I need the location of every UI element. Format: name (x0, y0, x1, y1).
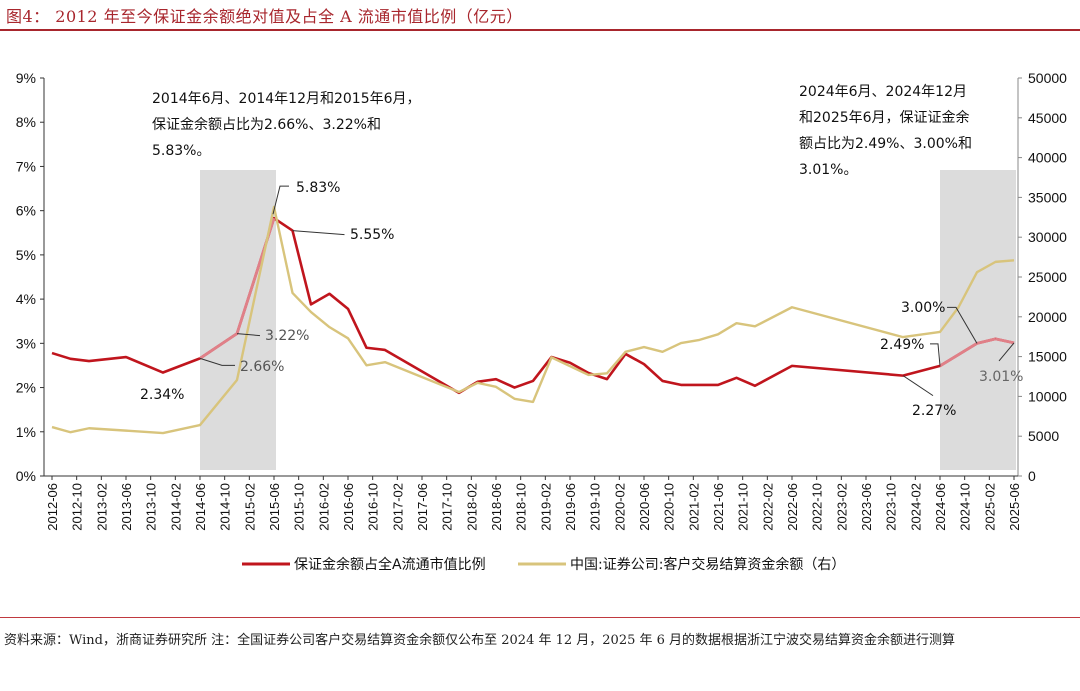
x-tick-label: 2017-06 (415, 483, 430, 531)
x-tick-label: 2025-02 (982, 483, 997, 531)
annotation-right: 2024年6月、2024年12月和2025年6月，保证证金余额占比为2.49%、… (799, 84, 972, 178)
right-tick-label: 45000 (1028, 110, 1067, 126)
x-tick-label: 2012-06 (45, 483, 60, 531)
legend-label-balance: 中国:证券公司:客户交易结算资金余额（右） (570, 556, 845, 573)
x-tick-label: 2023-02 (834, 483, 849, 531)
data-label: 5.83% (296, 180, 340, 196)
highlight-segment (976, 337, 996, 345)
x-tick-label: 2023-06 (859, 483, 874, 531)
x-tick-label: 2012-10 (70, 483, 85, 531)
data-label: 3.22% (265, 328, 309, 344)
right-tick-label: 50000 (1028, 70, 1067, 86)
x-tick-label: 2017-02 (390, 483, 405, 531)
data-label: 5.55% (350, 227, 394, 243)
x-tick-label: 2021-02 (686, 483, 701, 531)
data-label: 2.49% (880, 337, 924, 353)
x-tick-label: 2015-06 (267, 483, 282, 531)
left-tick-label: 0% (16, 468, 36, 484)
x-tick-label: 2019-06 (563, 483, 578, 531)
x-tick-label: 2013-02 (94, 483, 109, 531)
x-tick-label: 2022-02 (760, 483, 775, 531)
x-tick-label: 2022-06 (785, 483, 800, 531)
left-tick-label: 4% (16, 291, 36, 307)
x-tick-label: 2017-10 (440, 483, 455, 531)
right-tick-label: 20000 (1028, 309, 1067, 325)
x-tick-label: 2016-02 (316, 483, 331, 531)
x-tick-label: 2015-10 (292, 483, 307, 531)
x-tick-label: 2019-02 (538, 483, 553, 531)
data-label-leader (292, 230, 345, 236)
right-tick-label: 15000 (1028, 349, 1067, 365)
data-label-leader (930, 343, 941, 366)
left-tick-label: 3% (16, 335, 36, 351)
right-tick-label: 10000 (1028, 388, 1067, 404)
highlight-segment (199, 332, 238, 360)
data-label: 2.66% (240, 359, 284, 375)
right-tick-label: 5000 (1028, 428, 1059, 444)
x-tick-label: 2014-10 (218, 483, 233, 531)
data-label-leader (998, 342, 1015, 362)
shaded-period-0 (200, 170, 276, 470)
shaded-period-1 (940, 170, 1016, 470)
left-tick-label: 8% (16, 114, 36, 130)
x-tick-label: 2016-10 (366, 483, 381, 531)
x-tick-label: 2016-06 (341, 483, 356, 531)
annotation-left: 2014年6月、2014年12月和2015年6月，保证金余额占比为2.66%、3… (152, 91, 421, 159)
x-tick-label: 2013-06 (119, 483, 134, 531)
x-tick-label: 2020-02 (612, 483, 627, 531)
x-tick-label: 2025-06 (1007, 483, 1022, 531)
right-tick-label: 25000 (1028, 269, 1067, 285)
left-tick-label: 7% (16, 158, 36, 174)
figure-title: 图4： 2012 年至今保证金余额绝对值及占全 A 流通市值比例（亿元） (6, 7, 523, 26)
data-label-leader (272, 185, 289, 215)
right-tick-label: 35000 (1028, 189, 1067, 205)
left-tick-label: 1% (16, 424, 36, 440)
x-tick-label: 2014-02 (168, 483, 183, 531)
highlight-segment (995, 337, 1015, 345)
x-tick-label: 2013-10 (144, 483, 159, 531)
x-tick-label: 2020-10 (662, 483, 677, 531)
data-label-leader (902, 375, 934, 397)
x-tick-label: 2024-06 (933, 483, 948, 531)
right-tick-label: 30000 (1028, 229, 1067, 245)
series-line-ratio (51, 216, 1015, 395)
left-tick-label: 9% (16, 70, 36, 86)
data-label-leader (236, 333, 261, 337)
data-label: 3.00% (901, 300, 945, 316)
legend-label-ratio: 保证金余额占全A流通市值比例 (294, 556, 486, 573)
highlight-segment (939, 342, 978, 368)
x-tick-label: 2021-10 (736, 483, 751, 531)
x-tick-label: 2020-06 (637, 483, 652, 531)
data-label: 2.27% (912, 403, 956, 419)
left-tick-label: 6% (16, 203, 36, 219)
series-line-balance (51, 205, 1015, 435)
x-tick-label: 2018-10 (514, 483, 529, 531)
right-tick-label: 40000 (1028, 150, 1067, 166)
data-label: 2.34% (140, 387, 184, 403)
x-tick-label: 2014-06 (193, 483, 208, 531)
left-tick-label: 2% (16, 380, 36, 396)
x-tick-label: 2015-02 (242, 483, 257, 531)
x-tick-label: 2023-10 (884, 483, 899, 531)
data-label: 3.01% (979, 369, 1023, 385)
x-tick-label: 2024-02 (908, 483, 923, 531)
x-tick-label: 2018-02 (464, 483, 479, 531)
footer-divider (0, 617, 1080, 618)
right-tick-label: 0 (1028, 468, 1036, 484)
left-tick-label: 5% (16, 247, 36, 263)
x-tick-label: 2019-10 (588, 483, 603, 531)
title-divider (0, 29, 1080, 31)
data-label-leader (199, 357, 235, 366)
x-tick-label: 2018-06 (489, 483, 504, 531)
data-label-leader (947, 306, 978, 344)
source-note: 资料来源：Wind，浙商证券研究所 注：全国证券公司客户交易结算资金余额仅公布至… (4, 633, 956, 648)
x-tick-label: 2022-10 (810, 483, 825, 531)
x-tick-label: 2024-10 (958, 483, 973, 531)
line-chart: 0% 1% 2% 3% 4% 5% 6% 7% 8% 9% 0 5000 10000 15000 20000… (16, 70, 1067, 573)
x-tick-label: 2021-06 (711, 483, 726, 531)
